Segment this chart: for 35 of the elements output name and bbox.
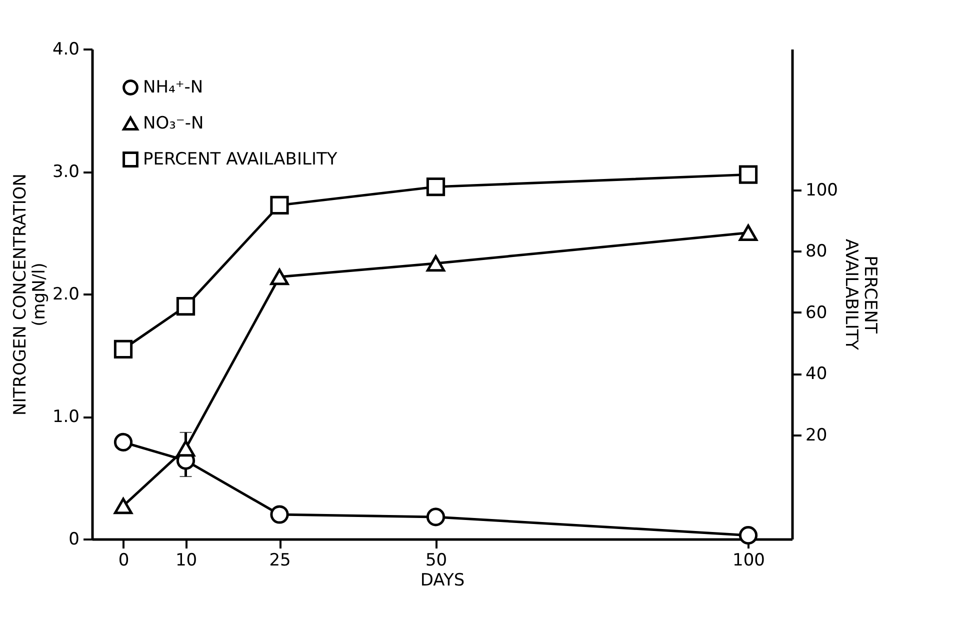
x-axis-title: DAYS	[420, 570, 465, 590]
point	[114, 340, 133, 358]
y-tick-label: 3.0	[52, 162, 80, 182]
y2-tick-label: 100	[806, 180, 838, 200]
x-tick-label: 50	[425, 550, 448, 570]
y2-tick-label: 60	[806, 302, 828, 323]
y-tick-label: 1.0	[52, 407, 80, 427]
y-axis-title: NITROGEN CONCENTRATION (mgN/l)	[10, 174, 50, 416]
point	[738, 224, 758, 241]
y2-tick-label: 20	[806, 425, 828, 446]
point	[270, 196, 289, 214]
point	[426, 255, 446, 272]
y2-axis-title: PERCENT AVAILABILITY	[840, 238, 880, 351]
y-tick-label: 0	[68, 530, 80, 550]
point	[176, 440, 196, 457]
x-tick-label: 0	[118, 550, 130, 570]
legend-label: NO₃⁻-N	[143, 114, 204, 134]
legend-label: PERCENT AVAILABILITY	[143, 150, 338, 170]
x-tick-label: 100	[732, 550, 765, 570]
x-tick-label: 10	[175, 550, 198, 570]
legend-label: NH₄⁺-N	[143, 78, 204, 98]
point	[426, 178, 446, 196]
point	[114, 498, 133, 514]
x-tick-label: 25	[269, 550, 291, 570]
point	[270, 505, 289, 524]
y-tick-label: 4.0	[52, 40, 80, 60]
point	[738, 165, 758, 184]
y2-tick-label: 80	[806, 242, 828, 262]
point	[176, 296, 196, 316]
y2-tick-label: 40	[806, 364, 828, 384]
point	[738, 526, 758, 545]
point	[426, 508, 446, 526]
y-tick-label: 2.0	[52, 284, 80, 304]
point	[270, 268, 289, 286]
point	[114, 432, 133, 452]
